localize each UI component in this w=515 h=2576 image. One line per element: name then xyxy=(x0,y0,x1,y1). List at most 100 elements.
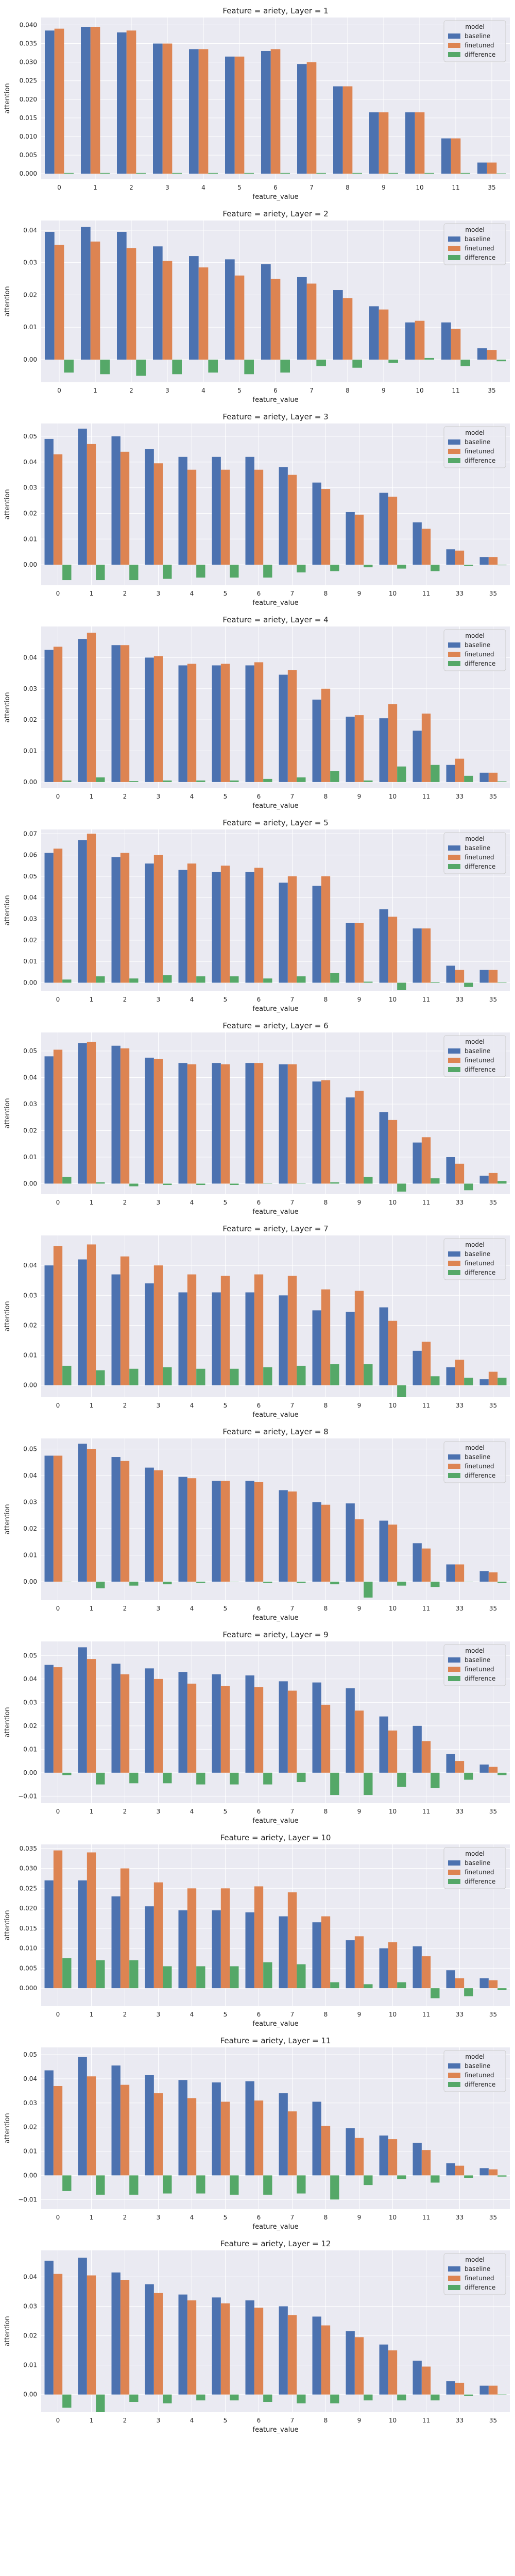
x-tick-label: 4 xyxy=(190,1808,194,1815)
y-axis-label: attention xyxy=(4,2113,11,2143)
x-axis-label: feature_value xyxy=(253,2020,299,2028)
legend-label-baseline: baseline xyxy=(465,1047,490,1055)
bar-finetuned-33 xyxy=(455,970,465,983)
x-tick-label: 2 xyxy=(123,1199,127,1206)
legend-box xyxy=(443,223,506,265)
x-tick-label: 2 xyxy=(123,590,127,597)
bar-baseline-33 xyxy=(446,1754,455,1773)
legend-label-finetuned: finetuned xyxy=(465,1260,494,1267)
bar-finetuned-4 xyxy=(187,1683,197,1773)
bar-baseline-1 xyxy=(78,1043,87,1184)
legend-title: model xyxy=(465,1647,484,1654)
bar-baseline-10 xyxy=(379,1716,388,1773)
bar-baseline-4 xyxy=(178,1672,187,1773)
bar-difference-4 xyxy=(196,1772,205,1785)
bar-difference-0 xyxy=(62,780,72,782)
x-tick-label: 8 xyxy=(324,1605,328,1612)
legend-swatch-finetuned xyxy=(448,1058,460,1063)
bar-finetuned-8 xyxy=(321,1504,331,1582)
x-tick-label: 9 xyxy=(357,2214,362,2221)
legend-swatch-baseline xyxy=(448,2266,460,2272)
bar-difference-1 xyxy=(96,976,105,983)
bar-baseline-2 xyxy=(117,231,127,360)
bar-finetuned-0 xyxy=(53,1455,63,1582)
bar-finetuned-2 xyxy=(126,248,136,360)
bar-baseline-8 xyxy=(333,290,343,360)
x-tick-label: 1 xyxy=(90,1605,94,1612)
y-tick-label: 0.04 xyxy=(23,654,37,661)
bar-baseline-33 xyxy=(446,965,455,983)
bar-difference-35 xyxy=(497,2175,507,2177)
bar-baseline-7 xyxy=(297,64,307,174)
x-tick-label: 4 xyxy=(190,2011,194,2018)
bar-baseline-8 xyxy=(312,2316,321,2395)
x-tick-label: 0 xyxy=(56,2011,60,2018)
legend-swatch-difference xyxy=(448,458,460,463)
x-tick-label: 2 xyxy=(129,184,133,191)
bar-baseline-4 xyxy=(189,49,199,174)
y-tick-label: 0.03 xyxy=(23,2302,37,2310)
x-tick-label: 10 xyxy=(416,387,423,394)
bar-baseline-1 xyxy=(78,1880,87,1989)
x-tick-label: 3 xyxy=(157,1605,161,1612)
legend-swatch-finetuned xyxy=(448,652,460,657)
bar-finetuned-9 xyxy=(354,1710,364,1773)
legend-box xyxy=(443,426,506,468)
bar-baseline-1 xyxy=(78,1444,87,1582)
y-tick-label: 0.01 xyxy=(23,324,37,331)
bar-baseline-3 xyxy=(145,863,154,983)
bar-finetuned-9 xyxy=(354,2337,364,2395)
chart-panel: 0.00 0.01 0.02 0.03 0.04 0 1 2 3 4 5 6 7 8 9 10 11 33 35 Fe… xyxy=(4,615,510,810)
bar-finetuned-0 xyxy=(53,1667,63,1773)
legend-swatch-difference xyxy=(448,1879,460,1884)
bar-difference-4 xyxy=(196,1581,205,1583)
x-tick-label: 8 xyxy=(324,996,328,1003)
bar-difference-8 xyxy=(352,360,362,368)
y-tick-label: 0.00 xyxy=(23,1180,37,1187)
bar-difference-11 xyxy=(431,765,440,782)
x-tick-label: 2 xyxy=(129,387,133,394)
legend-label-difference: difference xyxy=(465,2284,495,2291)
bar-baseline-33 xyxy=(446,549,455,565)
x-tick-label: 2 xyxy=(123,793,127,800)
x-tick-label: 0 xyxy=(56,793,60,800)
bar-difference-7 xyxy=(297,1365,306,1385)
bar-difference-33 xyxy=(464,1772,473,1780)
x-tick-label: 6 xyxy=(257,2214,261,2221)
bar-difference-9 xyxy=(364,2175,373,2185)
x-tick-label: 10 xyxy=(389,2214,397,2221)
legend-box xyxy=(443,832,506,874)
x-tick-label: 6 xyxy=(257,590,261,597)
bar-difference-2 xyxy=(129,781,139,782)
bar-finetuned-11 xyxy=(451,138,461,174)
bar-difference-11 xyxy=(431,2394,440,2401)
bar-baseline-0 xyxy=(44,650,54,782)
bar-finetuned-35 xyxy=(488,1572,498,1582)
legend: model baseline finetuned difference xyxy=(443,1035,506,1077)
bar-difference-3 xyxy=(163,2394,172,2403)
bar-baseline-9 xyxy=(346,2128,355,2176)
bar-baseline-7 xyxy=(279,1916,288,1989)
bar-baseline-2 xyxy=(111,2065,121,2176)
legend-label-difference: difference xyxy=(465,457,495,464)
bar-finetuned-3 xyxy=(153,463,163,565)
bar-baseline-2 xyxy=(111,2272,121,2395)
y-tick-label: 0.00 xyxy=(23,2391,37,2398)
bar-finetuned-6 xyxy=(270,49,281,174)
legend-label-difference: difference xyxy=(465,2081,495,2088)
bar-finetuned-11 xyxy=(421,1548,431,1582)
x-tick-label: 6 xyxy=(257,2011,261,2018)
bar-baseline-6 xyxy=(245,2081,254,2176)
y-tick-label: 0.02 xyxy=(23,510,37,517)
bar-difference-1 xyxy=(96,1581,105,1588)
x-tick-label: 3 xyxy=(157,2417,161,2424)
x-axis-label: feature_value xyxy=(253,599,299,607)
bar-difference-6 xyxy=(263,2394,272,2402)
bar-difference-7 xyxy=(297,1964,306,1989)
bar-finetuned-4 xyxy=(187,2300,197,2395)
x-tick-label: 35 xyxy=(489,590,497,597)
bar-baseline-3 xyxy=(153,246,163,360)
y-tick-label: 0.02 xyxy=(23,2332,37,2340)
bar-baseline-5 xyxy=(212,1481,221,1582)
x-tick-label: 2 xyxy=(123,2011,127,2018)
